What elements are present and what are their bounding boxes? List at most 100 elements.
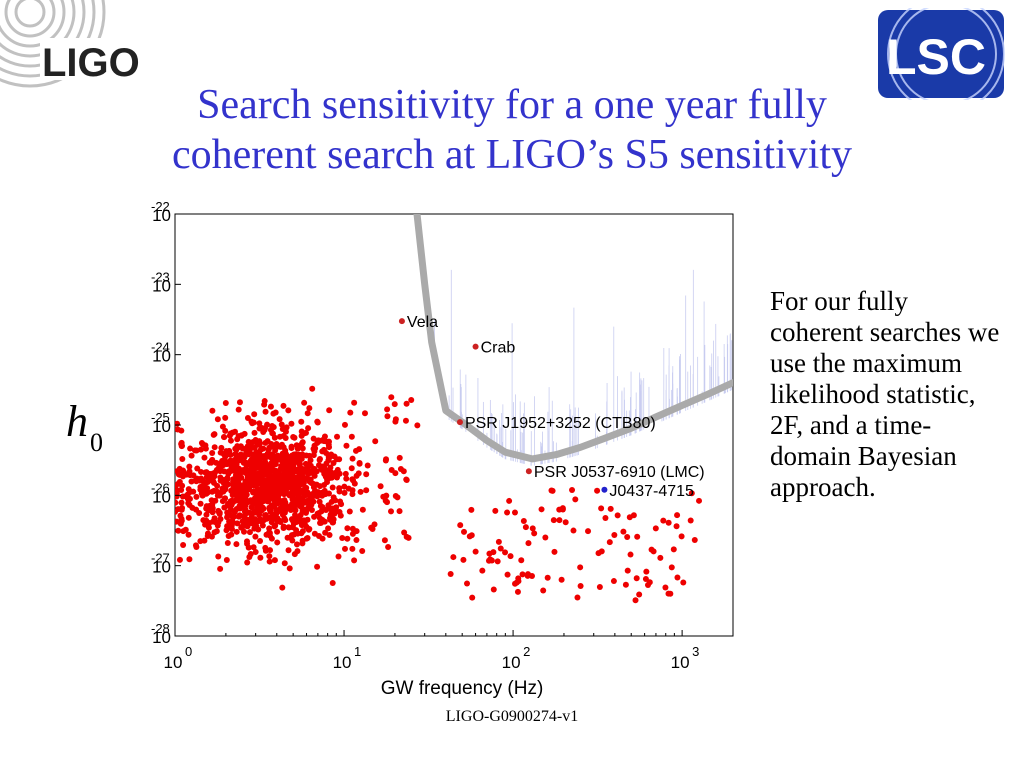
pulsar-point <box>176 556 183 563</box>
pulsar-point <box>270 515 277 522</box>
pulsar-point <box>243 462 250 469</box>
pulsar-point <box>314 418 321 425</box>
pulsar-label: Vela <box>407 314 438 331</box>
pulsar-point <box>204 533 211 540</box>
pulsar-point <box>307 462 314 469</box>
pulsar-point <box>687 517 694 524</box>
pulsar-point <box>224 523 231 530</box>
pulsar-point <box>353 537 360 544</box>
title-line-2: coherent search at LIGO’s S5 sensitivity <box>172 132 852 178</box>
pulsar-point <box>214 482 221 489</box>
pulsar-point <box>464 580 471 587</box>
pulsar-point <box>511 509 518 516</box>
pulsar-point <box>292 507 299 514</box>
pulsar-point <box>316 455 323 462</box>
pulsar-point <box>266 462 273 469</box>
pulsar-point <box>504 509 511 516</box>
pulsar-point <box>176 465 183 472</box>
pulsar-point <box>504 571 511 578</box>
pulsar-point <box>276 416 283 423</box>
pulsar-point <box>391 401 398 408</box>
pulsar-point <box>242 478 249 485</box>
pulsar-point <box>177 520 184 527</box>
pulsar-point <box>293 541 300 548</box>
pulsar-point <box>304 410 311 417</box>
pulsar-point <box>329 484 336 491</box>
x-tick-exponent: 3 <box>692 644 699 659</box>
pulsar-point <box>247 519 254 526</box>
pulsar-point <box>198 468 205 475</box>
pulsar-point <box>209 505 216 512</box>
pulsar-point <box>598 548 605 555</box>
pulsar-point <box>267 486 274 493</box>
pulsar-point <box>636 591 643 598</box>
pulsar-point <box>314 493 321 500</box>
pulsar-point <box>274 528 281 535</box>
pulsar-point <box>356 446 363 453</box>
pulsar-point <box>234 488 241 495</box>
pulsar-point <box>260 517 267 524</box>
pulsar-point <box>243 449 250 456</box>
pulsar-point <box>190 472 197 479</box>
pulsar-point <box>662 584 669 591</box>
pulsar-point <box>314 510 321 517</box>
pulsar-point <box>349 545 356 552</box>
pulsar-point <box>345 485 352 492</box>
pulsar-point <box>183 471 190 478</box>
labeled-pulsar-point <box>456 419 463 426</box>
pulsar-point <box>209 407 216 414</box>
pulsar-point <box>290 467 297 474</box>
pulsar-point <box>233 446 240 453</box>
pulsar-point <box>492 507 499 514</box>
pulsar-point <box>642 576 649 583</box>
pulsar-point <box>279 480 286 487</box>
pulsar-point <box>221 504 228 511</box>
pulsar-point <box>622 581 629 588</box>
pulsar-point <box>644 581 651 588</box>
pulsar-point <box>540 587 547 594</box>
pulsar-point <box>222 400 229 407</box>
pulsar-point <box>237 482 244 489</box>
pulsar-point <box>627 551 634 558</box>
pulsar-point <box>288 420 295 427</box>
pulsar-point <box>341 421 348 428</box>
pulsar-point <box>291 495 298 502</box>
pulsar-point <box>620 528 627 535</box>
pulsar-point <box>607 505 614 512</box>
pulsar-point <box>668 564 675 571</box>
pulsar-point <box>269 474 276 481</box>
pulsar-point <box>351 557 358 564</box>
pulsar-point <box>220 462 227 469</box>
pulsar-point <box>251 444 258 451</box>
pulsar-point <box>550 517 557 524</box>
pulsar-point <box>513 579 520 586</box>
pulsar-point <box>262 459 269 466</box>
pulsar-point <box>338 501 345 508</box>
pulsar-point <box>384 499 391 506</box>
pulsar-point <box>310 435 317 442</box>
pulsar-point <box>324 479 331 486</box>
pulsar-point <box>667 590 674 597</box>
pulsar-point <box>186 556 193 563</box>
pulsar-point <box>327 516 334 523</box>
pulsar-point <box>347 409 354 416</box>
pulsar-point <box>317 519 324 526</box>
pulsar-point <box>211 529 218 536</box>
pulsar-point <box>520 518 527 525</box>
pulsar-point <box>257 538 264 545</box>
pulsar-point <box>248 418 255 425</box>
pulsar-point <box>290 434 297 441</box>
pulsar-point <box>225 500 232 507</box>
pulsar-point <box>349 525 356 532</box>
y-tick-label: 10 <box>152 276 171 295</box>
pulsar-point <box>176 478 183 485</box>
pulsar-point <box>665 519 672 526</box>
pulsar-point <box>624 533 631 540</box>
pulsar-point <box>461 528 468 535</box>
pulsar-point <box>209 488 216 495</box>
pulsar-point <box>196 509 203 516</box>
sensitivity-curve <box>413 214 733 463</box>
pulsar-point <box>268 467 275 474</box>
pulsar-point <box>341 545 348 552</box>
